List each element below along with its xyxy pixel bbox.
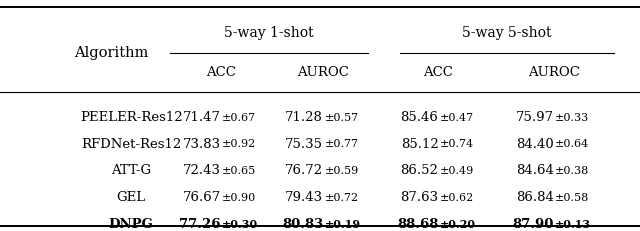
Text: 80.83: 80.83: [282, 218, 323, 231]
Text: 87.90: 87.90: [512, 218, 554, 231]
Text: ±0.67: ±0.67: [222, 113, 256, 123]
Text: ±0.77: ±0.77: [324, 139, 358, 149]
Text: 71.28: 71.28: [285, 111, 323, 124]
Text: 77.26: 77.26: [179, 218, 221, 231]
Text: 5-way 1-shot: 5-way 1-shot: [224, 27, 314, 40]
Text: 86.52: 86.52: [401, 164, 438, 177]
Text: ±0.47: ±0.47: [440, 113, 474, 123]
Text: ±0.38: ±0.38: [555, 166, 589, 176]
Text: 5-way 5-shot: 5-way 5-shot: [463, 27, 552, 40]
Text: ±0.90: ±0.90: [222, 192, 257, 203]
Text: 84.40: 84.40: [516, 138, 554, 151]
Text: ±0.64: ±0.64: [555, 139, 589, 149]
Text: ±0.13: ±0.13: [555, 219, 591, 230]
Text: 76.67: 76.67: [182, 191, 221, 204]
Text: ±0.33: ±0.33: [555, 113, 589, 123]
Text: 86.84: 86.84: [516, 191, 554, 204]
Text: 87.63: 87.63: [400, 191, 438, 204]
Text: ±0.92: ±0.92: [222, 139, 257, 149]
Text: ±0.65: ±0.65: [222, 166, 257, 176]
Text: 75.35: 75.35: [285, 138, 323, 151]
Text: 85.46: 85.46: [401, 111, 438, 124]
Text: Algorithm: Algorithm: [74, 46, 148, 60]
Text: ±0.59: ±0.59: [324, 166, 359, 176]
Text: ±0.72: ±0.72: [324, 192, 358, 203]
Text: 75.97: 75.97: [515, 111, 554, 124]
Text: 73.83: 73.83: [182, 138, 221, 151]
Text: 76.72: 76.72: [285, 164, 323, 177]
Text: AUROC: AUROC: [527, 66, 580, 79]
Text: ACC: ACC: [424, 66, 453, 79]
Text: 85.12: 85.12: [401, 138, 438, 151]
Text: AUROC: AUROC: [297, 66, 349, 79]
Text: ±0.74: ±0.74: [440, 139, 474, 149]
Text: ATT-G: ATT-G: [111, 164, 151, 177]
Text: ±0.20: ±0.20: [440, 219, 476, 230]
Text: ±0.62: ±0.62: [440, 192, 474, 203]
Text: ±0.49: ±0.49: [440, 166, 474, 176]
Text: ±0.30: ±0.30: [222, 219, 258, 230]
Text: GEL: GEL: [116, 191, 146, 204]
Text: ±0.58: ±0.58: [555, 192, 589, 203]
Text: 79.43: 79.43: [285, 191, 323, 204]
Text: ±0.19: ±0.19: [324, 219, 360, 230]
Text: 71.47: 71.47: [183, 111, 221, 124]
Text: 84.64: 84.64: [516, 164, 554, 177]
Text: 88.68: 88.68: [397, 218, 438, 231]
Text: PEELER-Res12: PEELER-Res12: [80, 111, 182, 124]
Text: 72.43: 72.43: [183, 164, 221, 177]
Text: ±0.57: ±0.57: [324, 113, 358, 123]
Text: DNPG: DNPG: [109, 218, 154, 231]
Text: RFDNet-Res12: RFDNet-Res12: [81, 138, 181, 151]
Text: ACC: ACC: [206, 66, 236, 79]
